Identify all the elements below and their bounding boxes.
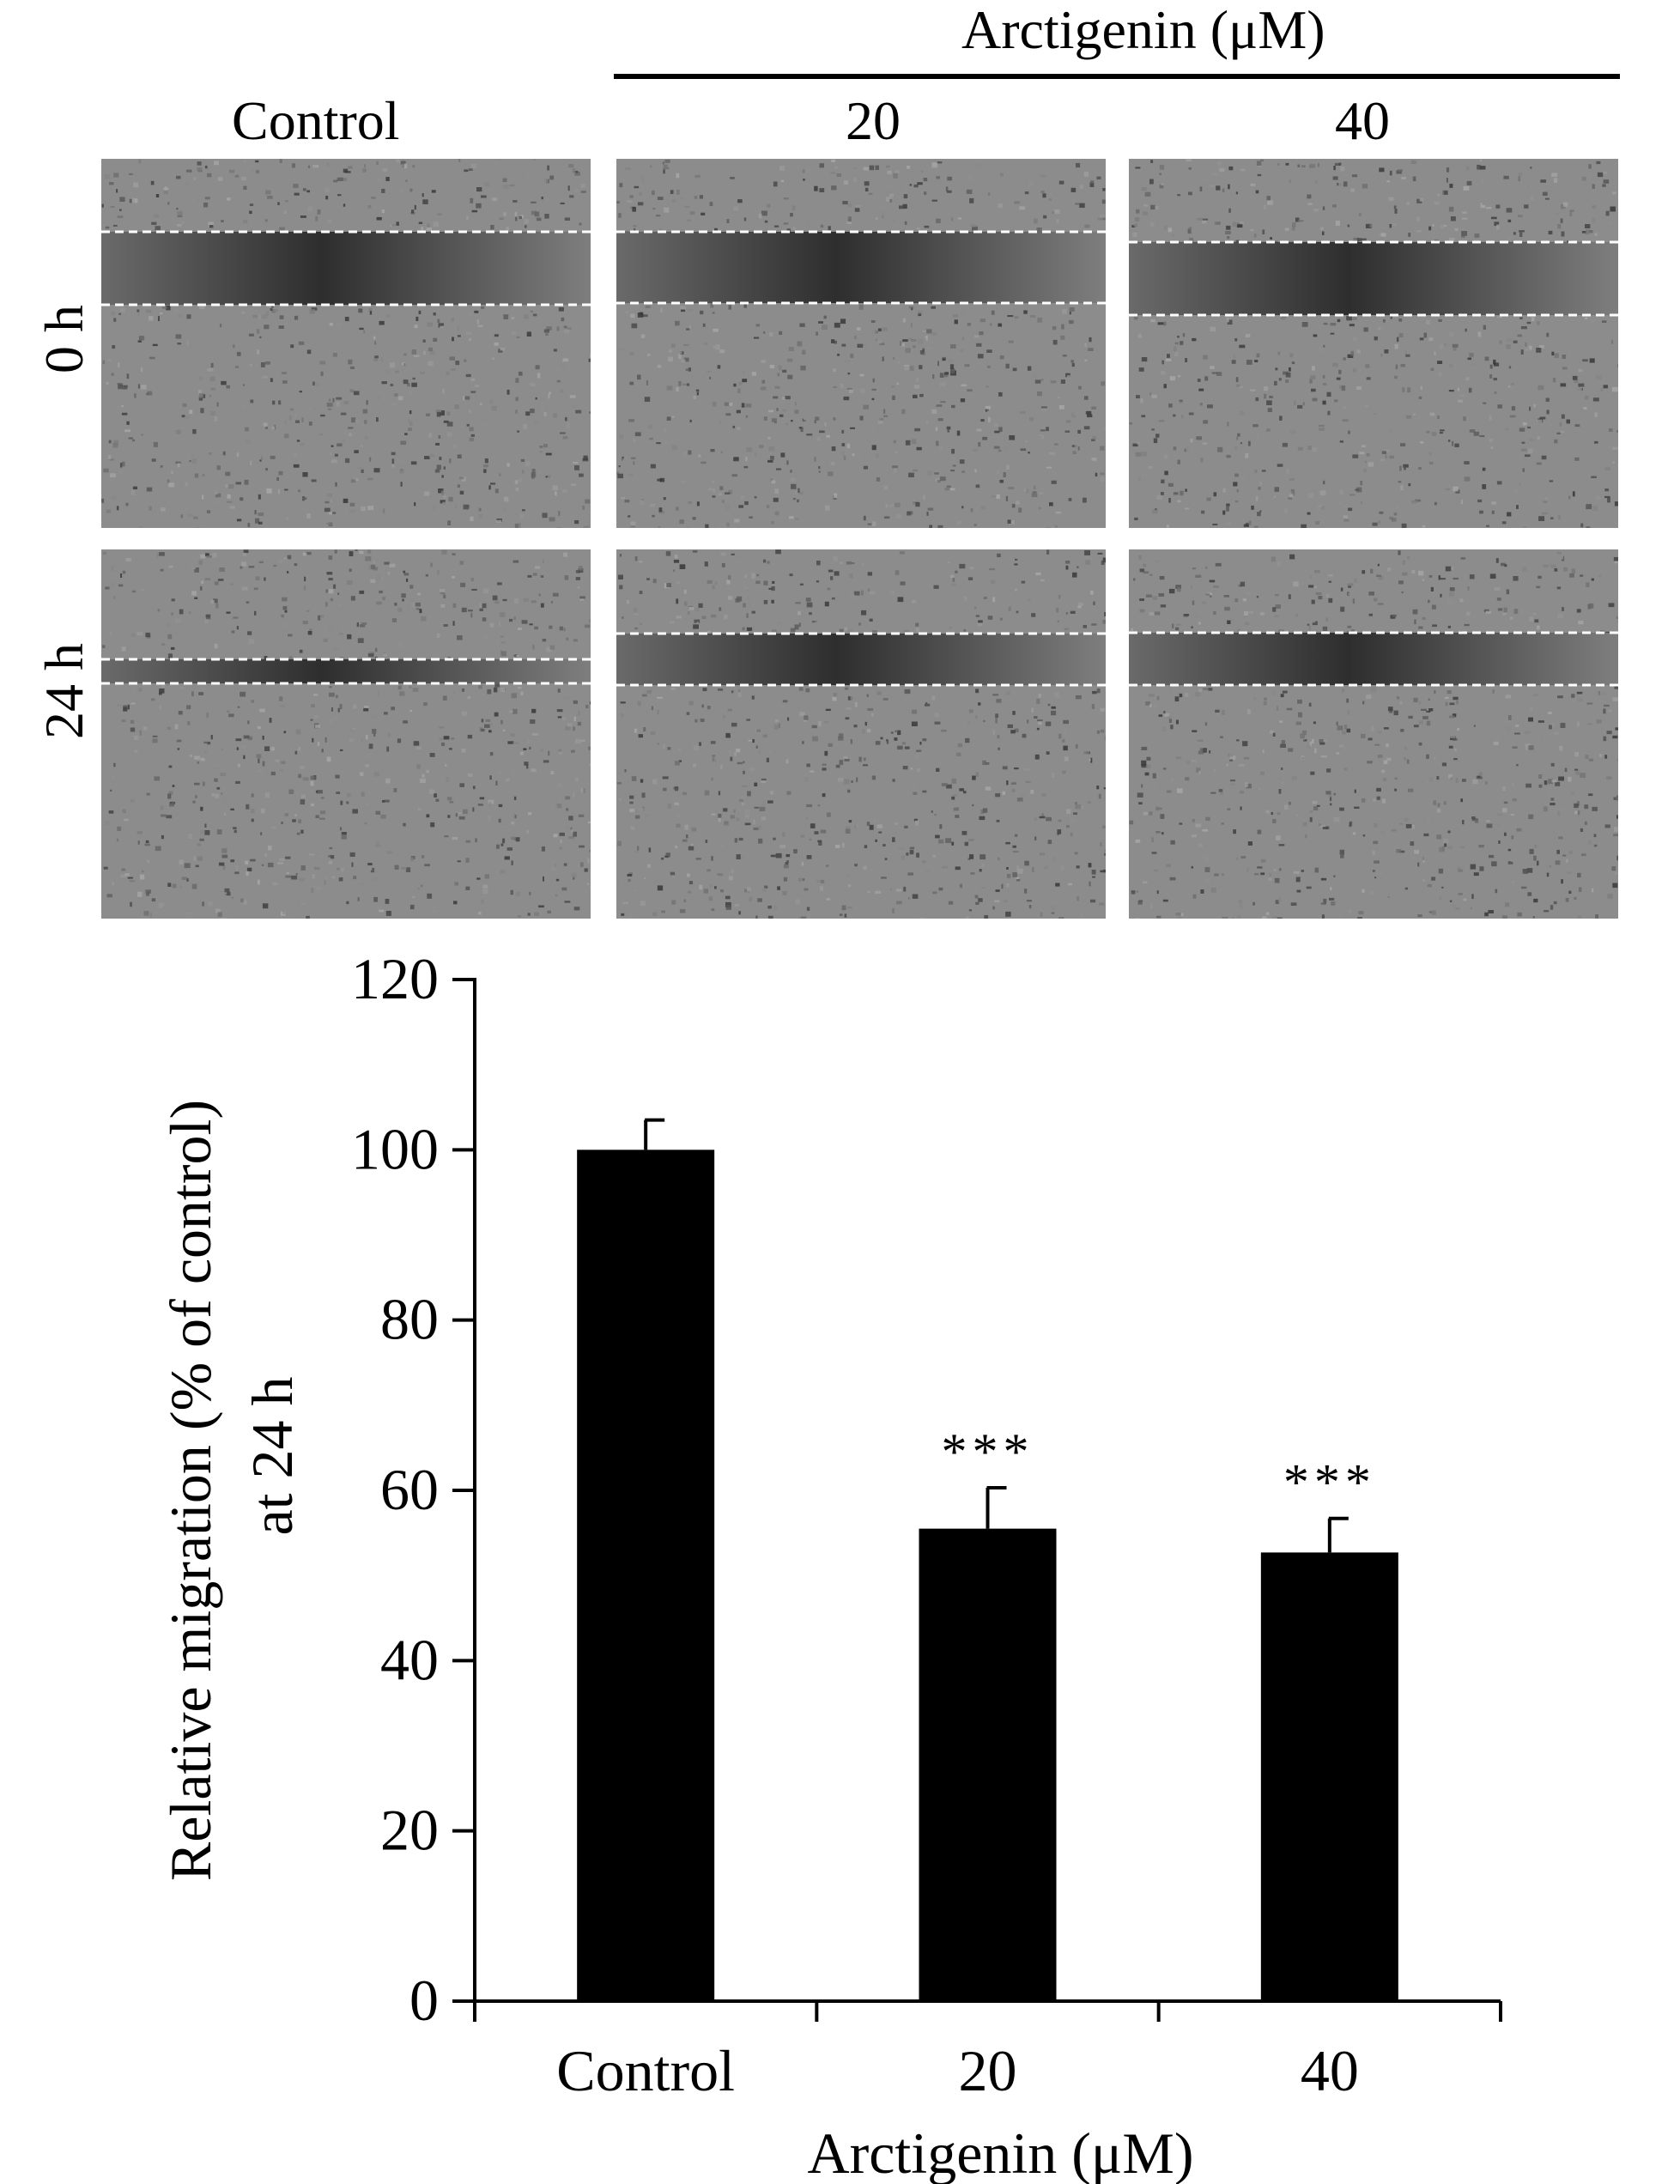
significance-label: *** — [942, 1423, 1034, 1480]
y-tick-label: 20 — [380, 1798, 439, 1863]
row-label-0h: 0 h — [33, 305, 94, 373]
y-tick-label: 0 — [409, 1968, 439, 2033]
micrograph-40-24h — [1129, 549, 1618, 919]
category-label: 40 — [1301, 2038, 1359, 2103]
treatment-header-line — [614, 74, 1620, 79]
micrograph-control-24h — [101, 549, 591, 919]
category-label: Control — [556, 2038, 735, 2103]
y-tick-label: 100 — [351, 1116, 439, 1181]
y-tick-label: 60 — [380, 1457, 439, 1522]
bar-20 — [919, 1528, 1057, 2001]
column-label-control: Control — [232, 90, 400, 151]
y-tick-label: 80 — [380, 1287, 439, 1352]
significance-label: *** — [1283, 1454, 1376, 1511]
row-label-24h: 24 h — [33, 643, 94, 739]
migration-bar-chart: 0 20 40 60 80 100 120 Control *** 20 *** 40 Arctigen… — [158, 946, 1502, 2184]
y-axis-title-line1: Relative migration (% of control) — [158, 1100, 223, 1881]
micrograph-20-24h — [616, 549, 1106, 919]
y-tick-label: 120 — [351, 946, 439, 1011]
column-label-40: 40 — [1335, 90, 1390, 151]
bar-40 — [1260, 1552, 1398, 2001]
column-label-20: 20 — [846, 90, 901, 151]
x-axis-title: Arctigenin (μM) — [807, 2120, 1193, 2184]
y-axis-title-line2: at 24 h — [240, 1376, 305, 1535]
bar-control — [577, 1150, 715, 2001]
y-tick-label: 40 — [380, 1627, 439, 1692]
micrograph-40-0h — [1129, 159, 1618, 528]
category-label: 20 — [959, 2038, 1017, 2103]
treatment-header: Arctigenin (μM) — [961, 0, 1325, 60]
micrograph-20-0h — [616, 159, 1106, 528]
micrograph-control-0h — [101, 159, 591, 528]
